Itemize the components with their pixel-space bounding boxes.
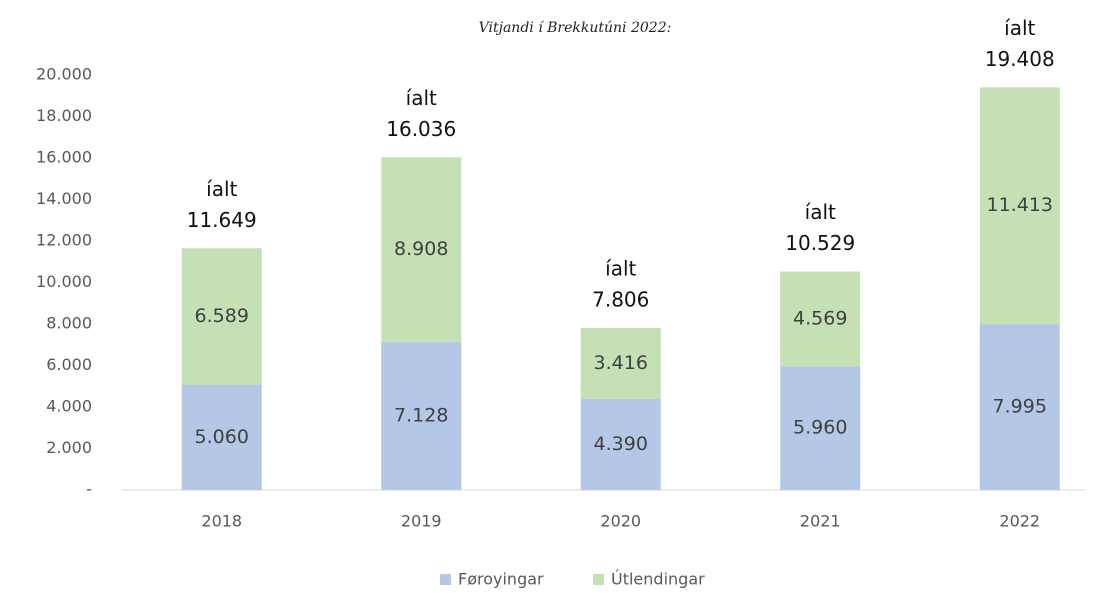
bar-segment (381, 342, 462, 490)
total-prefix: íalt (1004, 16, 1035, 40)
bar-segment (181, 248, 262, 386)
total-label: 11.649 (187, 208, 257, 232)
bar-segment (181, 385, 262, 490)
y-tick-label: 12.000 (36, 231, 92, 250)
bar-segment (580, 398, 661, 490)
y-tick-label: 8.000 (46, 314, 92, 333)
legend-label: Útlendingar (611, 570, 705, 589)
y-tick-label: 16.000 (36, 148, 92, 167)
total-prefix: íalt (805, 200, 836, 224)
total-label: 10.529 (785, 231, 855, 255)
value-label: 4.569 (793, 307, 847, 329)
value-label: 3.416 (594, 352, 648, 374)
value-label: 7.128 (394, 405, 448, 427)
legend-label: Føroyingar (458, 570, 544, 589)
bar-segment (780, 271, 861, 367)
value-label: 5.060 (195, 426, 249, 448)
value-label: 8.908 (394, 238, 448, 260)
total-prefix: íalt (406, 86, 437, 110)
x-tick-label: 2019 (401, 512, 442, 531)
x-tick-label: 2022 (999, 512, 1040, 531)
y-tick-label: 10.000 (36, 272, 92, 291)
bar-segment (979, 324, 1060, 490)
y-tick-label: - (86, 480, 92, 499)
total-label: 7.806 (592, 288, 649, 312)
legend-swatch (440, 574, 451, 585)
y-tick-label: 14.000 (36, 189, 92, 208)
y-tick-label: 2.000 (46, 438, 92, 457)
y-tick-label: 4.000 (46, 397, 92, 416)
bar-segment (780, 366, 861, 490)
total-prefix: íalt (206, 177, 237, 201)
total-label: 16.036 (386, 117, 456, 141)
chart-title: Vitjandi í Brekkutúni 2022: (479, 20, 672, 36)
y-tick-label: 18.000 (36, 106, 92, 125)
value-label: 6.589 (195, 305, 249, 327)
value-label: 7.995 (993, 396, 1047, 418)
y-tick-label: 20.000 (36, 65, 92, 84)
value-label: 11.413 (987, 194, 1053, 216)
value-label: 5.960 (793, 417, 847, 439)
y-tick-label: 6.000 (46, 355, 92, 374)
value-label: 4.390 (594, 433, 648, 455)
total-label: 19.408 (985, 47, 1055, 71)
bar-segment (381, 157, 462, 343)
x-tick-label: 2018 (201, 512, 242, 531)
bar-segment (580, 328, 661, 399)
total-prefix: íalt (605, 257, 636, 281)
x-tick-label: 2021 (800, 512, 841, 531)
bar-segment (979, 87, 1060, 325)
x-tick-label: 2020 (600, 512, 641, 531)
legend-swatch (593, 574, 604, 585)
